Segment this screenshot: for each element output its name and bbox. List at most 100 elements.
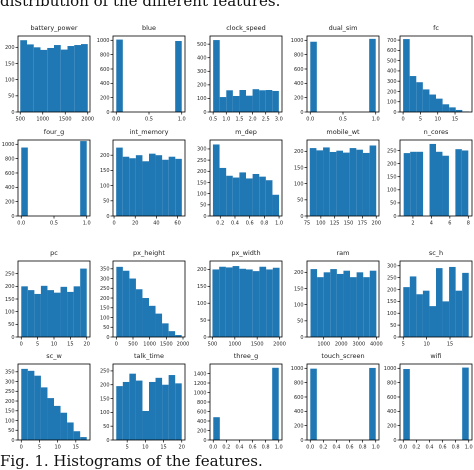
- x-tick-label: 0.8: [359, 445, 367, 451]
- y-tick-label: 0: [300, 214, 303, 220]
- x-tick-label: 2000: [335, 342, 348, 348]
- plot-frame: [306, 35, 380, 113]
- histogram-bar: [73, 431, 81, 440]
- histogram-bar: [80, 268, 87, 337]
- y-tick-label: 1000: [2, 142, 15, 148]
- y-tick-label: 800: [294, 380, 304, 386]
- histogram-pc: pc 0 50 100 150 200 250 0 5 10 15 20: [5, 249, 91, 348]
- histogram-bar: [116, 39, 123, 113]
- y-tick-label: 150: [387, 174, 397, 180]
- y-tick-label: 50: [200, 318, 206, 324]
- histogram-bar: [436, 268, 443, 337]
- panel-title: n_cores: [424, 128, 449, 136]
- y-tick-label: 100: [100, 315, 110, 321]
- y-tick-label: 1000: [97, 38, 110, 44]
- y-tick-label: 250: [100, 369, 110, 375]
- plot-frame: [112, 139, 186, 217]
- y-tick-label: 0: [203, 214, 206, 220]
- histogram-bar: [47, 47, 54, 112]
- x-tick-label: 0.0: [112, 117, 120, 123]
- x-tick-label: 1.0: [178, 117, 186, 123]
- x-tick-label: 15: [452, 117, 458, 123]
- y-tick-label: 800: [294, 52, 304, 58]
- y-tick-label: 800: [197, 400, 207, 406]
- x-tick-label: 2000: [177, 342, 190, 348]
- x-tick-label: 1000: [228, 342, 241, 348]
- y-tick-label: 0: [300, 438, 303, 444]
- y-tick-label: 0: [203, 438, 206, 444]
- x-tick-label: 5: [402, 342, 405, 348]
- x-tick-label: 500: [15, 117, 25, 123]
- y-tick-label: 250: [197, 158, 207, 164]
- histogram-bar: [356, 149, 363, 216]
- histogram-bar: [129, 158, 136, 216]
- y-tick-label: 0: [300, 335, 303, 341]
- histogram-bar: [369, 38, 376, 113]
- y-tick-label: 0: [203, 335, 206, 341]
- y-tick-label: 350: [5, 370, 15, 376]
- x-tick-label: 125: [330, 221, 340, 227]
- y-tick-label: 200: [5, 199, 15, 205]
- y-tick-label: 150: [294, 286, 304, 292]
- x-tick-label: 200: [371, 221, 381, 227]
- histogram-bar: [265, 90, 273, 112]
- histogram-bar: [266, 269, 273, 337]
- x-tick-label: 1.0: [372, 117, 380, 123]
- histogram-n-cores: n_cores 0 50 100 150 200 250 2 4 6 8: [387, 128, 473, 227]
- x-tick-label: 0.4: [332, 445, 340, 451]
- x-tick-label: 2000: [273, 342, 286, 348]
- histogram-bar: [116, 147, 123, 216]
- y-tick-label: 250: [5, 271, 15, 277]
- histogram-bar: [142, 161, 149, 216]
- x-tick-label: 1.0: [83, 221, 91, 227]
- x-tick-label: 0.0: [399, 445, 407, 451]
- histogram-bar: [442, 301, 450, 337]
- histogram-bar: [60, 412, 68, 440]
- x-tick-label: 0.6: [346, 445, 354, 451]
- histogram-bar: [47, 290, 54, 337]
- panel-title: dual_sim: [329, 24, 358, 32]
- y-tick-label: 100: [294, 181, 304, 187]
- x-tick-label: 0.0: [306, 117, 314, 123]
- histogram-bar: [310, 269, 318, 337]
- y-tick-label: 0: [106, 110, 109, 116]
- histogram-bar: [252, 89, 260, 112]
- y-tick-label: 0: [106, 214, 109, 220]
- x-tick-label: 500: [208, 342, 218, 348]
- x-tick-label: 3000: [352, 342, 365, 348]
- y-tick-label: 0: [393, 110, 396, 116]
- histogram-bar: [226, 175, 233, 216]
- y-tick-label: 200: [100, 296, 110, 302]
- y-tick-label: 200: [294, 423, 304, 429]
- x-tick-label: 0.8: [262, 445, 270, 451]
- histogram-bar: [168, 331, 176, 337]
- histogram-bar: [442, 155, 449, 216]
- y-tick-label: 300: [100, 276, 110, 282]
- y-tick-label: 0: [11, 214, 14, 220]
- histogram-bar: [429, 306, 436, 337]
- histogram-bar: [80, 141, 87, 216]
- y-tick-label: 100: [387, 100, 397, 106]
- panel-title: m_dep: [235, 128, 257, 136]
- histogram-bar: [259, 90, 266, 112]
- histogram-bar: [272, 267, 280, 337]
- histogram-bar: [349, 148, 357, 216]
- histogram-bar: [149, 153, 156, 216]
- y-tick-label: 200: [100, 153, 110, 159]
- x-tick-label: 2000: [81, 117, 94, 123]
- histogram-bar: [416, 151, 424, 216]
- histogram-bar: [213, 417, 220, 440]
- histogram-bar: [175, 335, 182, 337]
- histogram-bar: [175, 383, 182, 440]
- y-tick-label: 50: [390, 201, 396, 207]
- x-tick-label: 1.5: [235, 117, 243, 123]
- panel-title: px_width: [231, 249, 260, 257]
- plot-frame: [17, 139, 91, 217]
- histogram-bar: [168, 156, 176, 216]
- histogram-bar: [409, 76, 417, 112]
- x-tick-label: 0.2: [319, 445, 327, 451]
- histogram-sc-w: sc_w 0 50 100 150 200 250 300 350 0 5 10 15: [5, 352, 91, 451]
- histogram-bar: [155, 313, 163, 337]
- panel-title: sc_w: [46, 352, 62, 360]
- histogram-bar: [317, 277, 324, 337]
